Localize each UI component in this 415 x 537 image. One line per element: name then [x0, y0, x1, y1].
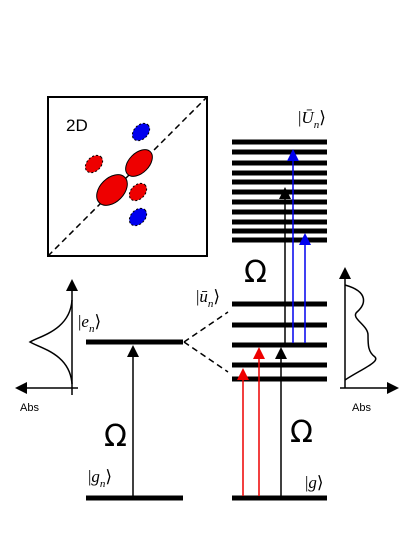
omega: Ω	[244, 255, 267, 290]
ket-close: ⟩	[319, 108, 326, 127]
omega: Ω	[290, 415, 313, 450]
left-levels	[86, 339, 183, 501]
transitions	[237, 149, 311, 496]
ket-sub: n	[89, 323, 95, 335]
ket-label: |gn⟩	[88, 467, 112, 490]
ket-label: |en⟩	[78, 312, 101, 335]
ket-close: ⟩	[317, 473, 324, 492]
panel-title: 2D	[66, 116, 88, 135]
ket-open: |	[78, 312, 81, 331]
ket-sub: n	[208, 298, 214, 310]
ket-sub: n	[314, 119, 320, 131]
ket-label: |g⟩	[305, 473, 324, 492]
abs-label: Abs	[352, 402, 371, 414]
ket-symbol: g	[91, 467, 100, 486]
ket-label: |ūn⟩	[196, 287, 220, 310]
ket-open: |	[305, 473, 308, 492]
ket-open: |	[88, 467, 91, 486]
ket-symbol: Ū	[301, 108, 315, 127]
ket-sub: n	[100, 478, 106, 490]
abs-label: Abs	[20, 402, 39, 414]
ket-close: ⟩	[213, 287, 220, 306]
ket-close: ⟩	[105, 467, 112, 486]
omega: Ω	[104, 419, 127, 454]
ket-open: |	[196, 287, 199, 306]
spectra	[15, 267, 399, 395]
ket-symbol: e	[81, 312, 89, 331]
ket-label: |Ūn⟩	[298, 108, 326, 131]
panel-2d: 2D	[47, 96, 208, 257]
ket-open: |	[298, 108, 301, 127]
ket-symbol: ū	[199, 287, 208, 306]
ket-symbol: g	[308, 473, 317, 492]
ket-close: ⟩	[94, 312, 101, 331]
